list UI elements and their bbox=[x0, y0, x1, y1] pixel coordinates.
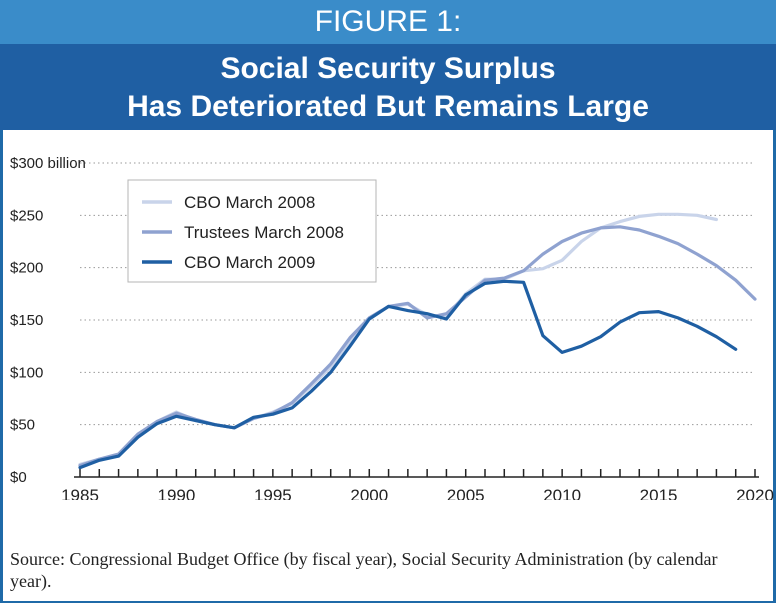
series-layer bbox=[78, 212, 757, 470]
legend-label: CBO March 2009 bbox=[184, 253, 315, 272]
y-tick-label: $50 bbox=[10, 417, 35, 434]
x-tick-label: 1995 bbox=[254, 486, 292, 500]
figure-title-line1: Social Security Surplus bbox=[220, 52, 556, 85]
y-tick-label: $300 billion bbox=[10, 155, 86, 172]
y-tick-label: $200 bbox=[10, 260, 43, 277]
axis-layer: $0 $50 $100 $150 $200 $250 $300 billion 1985 199… bbox=[10, 155, 774, 500]
legend-label: Trustees March 2008 bbox=[184, 223, 344, 242]
legend-label: CBO March 2008 bbox=[184, 193, 315, 212]
series-line-cbo-march-2009 bbox=[78, 279, 738, 470]
x-tick-label: 1985 bbox=[61, 486, 99, 500]
figure-title-line2: Has Deteriorated But Remains Large bbox=[127, 90, 649, 123]
x-tick-label: 2005 bbox=[447, 486, 485, 500]
source-note: Source: Congressional Budget Office (by … bbox=[10, 549, 718, 591]
figure-label: FIGURE 1: bbox=[0, 0, 776, 44]
x-tick-label: 2015 bbox=[640, 486, 678, 500]
line-chart: $0 $50 $100 $150 $200 $250 $300 billion 1985 199… bbox=[10, 155, 774, 500]
y-tick-label: $100 bbox=[10, 364, 43, 381]
x-tick-label: 2010 bbox=[543, 486, 581, 500]
x-tick-label: 2000 bbox=[350, 486, 388, 500]
legend-layer: CBO March 2008 Trustees March 2008 CBO Mar… bbox=[127, 179, 377, 283]
y-tick-label: $0 bbox=[10, 469, 27, 486]
x-tick-label: 1990 bbox=[158, 486, 196, 500]
y-tick-label: $150 bbox=[10, 312, 43, 329]
y-tick-label: $250 bbox=[10, 207, 43, 224]
x-tick-label: 2020 bbox=[736, 486, 774, 500]
figure-title: Social Security Surplus Has Deteriorated… bbox=[0, 44, 776, 130]
